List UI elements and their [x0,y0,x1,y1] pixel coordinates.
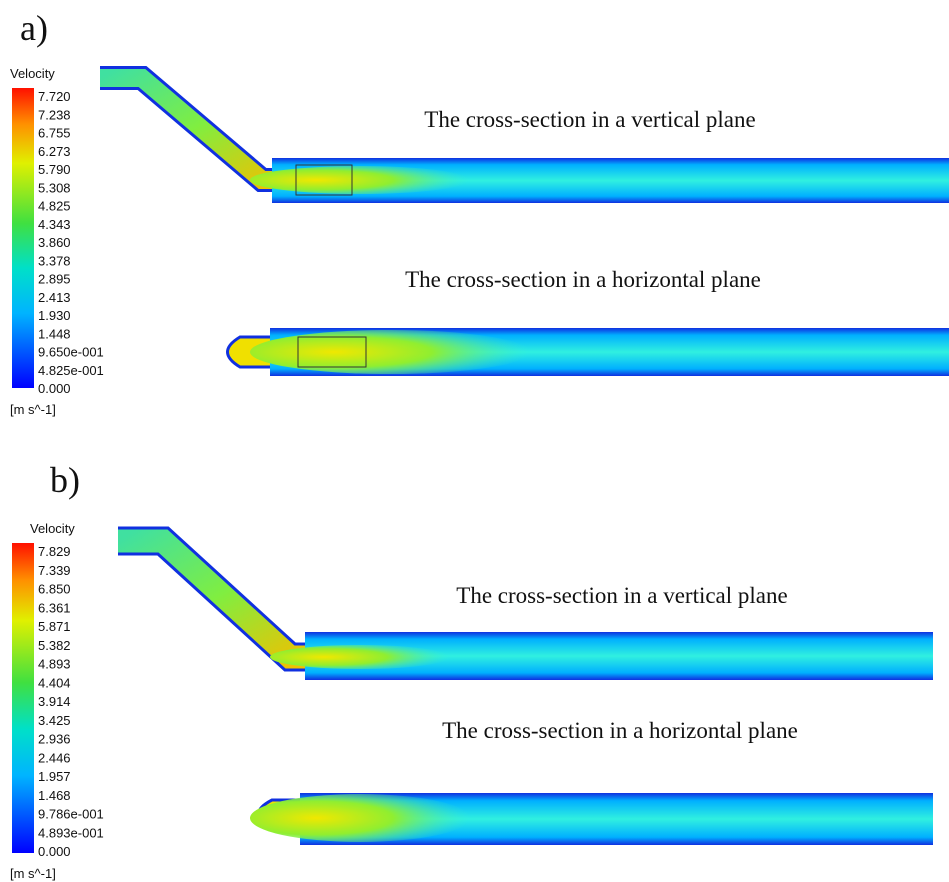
legend-tick-label: 5.308 [38,180,71,195]
legend-tick-label: 3.378 [38,253,71,268]
insert [295,164,353,196]
legend-tick-label: 9.650e-001 [38,345,104,360]
legend-tick-label: 7.238 [38,107,71,122]
legend-tick-label: 2.446 [38,750,71,765]
legend-tick-label: 1.448 [38,326,71,341]
jet [250,330,530,374]
legend-ticks: 7.829 7.339 6.850 6.361 5.871 5.382 4.893 4.404… [38,544,104,859]
legend-tick-label: 3.860 [38,235,71,250]
legend-tick-label: 7.829 [38,544,71,559]
legend-unit: [m s^-1] [10,402,56,417]
legend-tick-label: 2.936 [38,732,71,747]
legend-tick-label: 4.343 [38,217,71,232]
legend-tick-label: 0.000 [38,381,71,396]
legend-title: Velocity [30,521,75,536]
caption: The cross-section in a horizontal plane [442,718,798,743]
legend-tick-label: 1.957 [38,769,71,784]
caption: The cross-section in a vertical plane [424,107,755,132]
colorbar [12,543,34,853]
caption: The cross-section in a horizontal plane [405,267,761,292]
duct-flow [118,529,310,669]
legend-tick-label: 4.893e-001 [38,825,104,840]
jet [270,645,450,669]
legend-tick-label: 1.930 [38,308,71,323]
legend-ticks: 7.720 7.238 6.755 6.273 5.790 5.308 4.825 4.343… [38,89,104,396]
legend-tick-label: 3.914 [38,694,71,709]
legend-tick-label: 5.871 [38,619,71,634]
legend-tick-label: 4.404 [38,675,71,690]
legend-tick-label: 6.850 [38,582,71,597]
colorbar [12,88,34,388]
legend-tick-label: 4.825 [38,199,71,214]
duct-flow [100,69,285,189]
legend-tick-label: 6.361 [38,600,71,615]
legend-tick-label: 9.786e-001 [38,807,104,822]
jet [250,166,470,194]
legend-tick-label: 5.382 [38,638,71,653]
legend-tick-label: 2.895 [38,272,71,287]
legend-tick-label: 7.339 [38,563,71,578]
caption: The cross-section in a vertical plane [456,583,787,608]
legend-tick-label: 3.425 [38,713,71,728]
legend-tick-label: 5.790 [38,162,71,177]
legend-tick-label: 6.755 [38,126,71,141]
insert [297,336,367,368]
legend-tick-label: 0.000 [38,844,71,859]
legend-tick-label: 6.273 [38,144,71,159]
legend-tick-label: 4.825e-001 [38,363,104,378]
legend-unit: [m s^-1] [10,866,56,881]
legend-title: Velocity [10,66,55,81]
legend-tick-label: 7.720 [38,89,71,104]
panel-label: b) [50,460,80,500]
panel-label: a) [20,8,48,48]
jet [250,794,470,842]
legend-tick-label: 2.413 [38,290,71,305]
legend-tick-label: 4.893 [38,657,71,672]
legend-tick-label: 1.468 [38,788,71,803]
